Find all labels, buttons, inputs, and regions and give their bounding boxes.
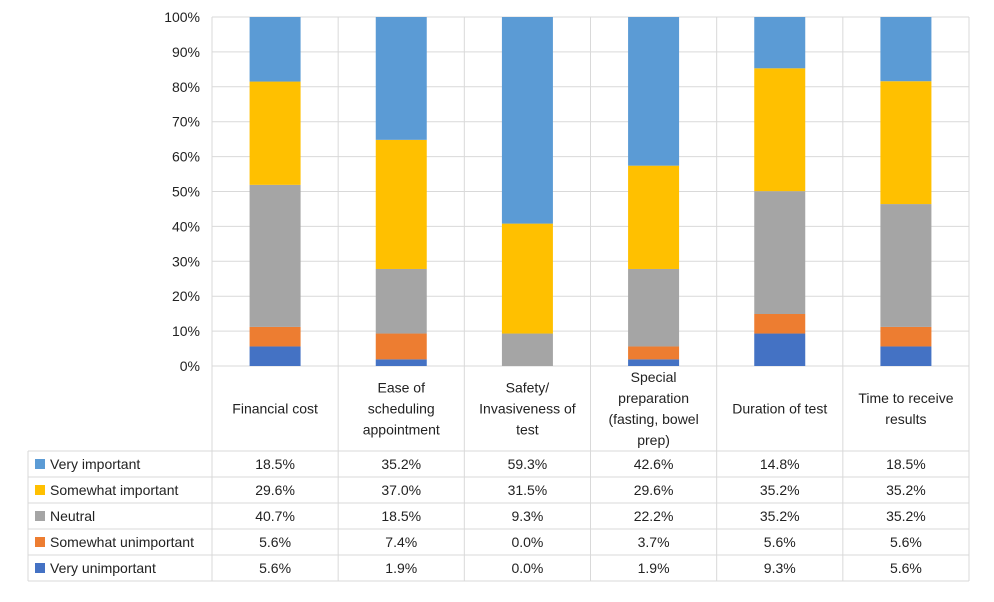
table-cell: 3.7%	[638, 534, 670, 550]
table-cell: 0.0%	[511, 534, 543, 550]
grid-layer	[27, 16, 970, 582]
table-cell: 35.2%	[760, 482, 800, 498]
category-label: Safety/	[506, 380, 550, 396]
y-tick-label: 80%	[172, 79, 200, 95]
bar-segment	[754, 68, 806, 192]
category-label: Time to receive	[858, 390, 953, 406]
bar-segment	[375, 333, 427, 360]
legend-label: Very unimportant	[50, 560, 156, 576]
y-tick-label: 70%	[172, 114, 200, 130]
table-cell: 9.3%	[511, 508, 543, 524]
bar-segment	[754, 191, 806, 314]
category-label: Special	[631, 369, 677, 385]
bar-segment	[628, 346, 680, 360]
table-cell: 0.0%	[511, 560, 543, 576]
bar-segment	[880, 326, 932, 347]
bar-segment	[628, 17, 680, 166]
bar-segment	[754, 313, 806, 334]
y-tick-label: 40%	[172, 218, 200, 234]
y-tick-label: 90%	[172, 44, 200, 60]
legend-label: Somewhat important	[50, 482, 179, 498]
table-cell: 35.2%	[886, 508, 926, 524]
table-cell: 5.6%	[259, 534, 291, 550]
category-label: results	[885, 411, 926, 427]
category-label: preparation	[618, 390, 689, 406]
bar-layer	[249, 17, 932, 366]
table-cell: 18.5%	[886, 456, 926, 472]
table-cell: 29.6%	[255, 482, 295, 498]
bar-segment	[375, 139, 427, 269]
bar-segment	[249, 81, 301, 185]
category-label: prep)	[637, 432, 670, 448]
bar-segment	[628, 359, 680, 366]
y-tick-label: 60%	[172, 149, 200, 165]
bar-segment	[501, 333, 553, 366]
table-cell: 31.5%	[508, 482, 548, 498]
category-label: scheduling	[368, 401, 435, 417]
legend-key	[35, 459, 45, 469]
category-label: Ease of	[378, 380, 426, 396]
table-cell: 29.6%	[634, 482, 674, 498]
category-label: Financial cost	[232, 401, 318, 417]
y-tick-label: 50%	[172, 184, 200, 200]
bar-segment	[880, 81, 932, 205]
category-label: Invasiveness of	[479, 401, 576, 417]
bar-segment	[754, 333, 806, 366]
legend-key	[35, 485, 45, 495]
table-cell: 35.2%	[760, 508, 800, 524]
table-cell: 7.4%	[385, 534, 417, 550]
y-tick-label: 100%	[164, 9, 200, 25]
bar-segment	[501, 223, 553, 334]
bar-segment	[375, 359, 427, 366]
bar-segment	[249, 346, 301, 366]
table-cell: 14.8%	[760, 456, 800, 472]
bar-segment	[249, 184, 301, 327]
table-cell: 59.3%	[508, 456, 548, 472]
category-label: (fasting, bowel	[608, 411, 698, 427]
table-cell: 35.2%	[886, 482, 926, 498]
table-cell: 1.9%	[385, 560, 417, 576]
legend-key	[35, 563, 45, 573]
legend-key	[35, 537, 45, 547]
y-tick-label: 10%	[172, 323, 200, 339]
category-label: Duration of test	[732, 401, 827, 417]
bar-segment	[501, 17, 553, 224]
table-cell: 37.0%	[381, 482, 421, 498]
bar-segment	[375, 268, 427, 334]
table-cell: 9.3%	[764, 560, 796, 576]
table-cell: 1.9%	[638, 560, 670, 576]
table-cell: 5.6%	[890, 534, 922, 550]
data-table: Very important 18.5% 35.2% 59.3% 42.6% 14.8% 1…	[35, 456, 926, 576]
table-cell: 5.6%	[259, 560, 291, 576]
legend-key	[35, 511, 45, 521]
y-tick-label: 0%	[180, 358, 200, 374]
legend-label: Somewhat unimportant	[50, 534, 194, 550]
table-cell: 5.6%	[890, 560, 922, 576]
bar-segment	[375, 17, 427, 140]
bar-segment	[249, 326, 301, 347]
category-label: test	[516, 422, 539, 438]
bar-segment	[880, 346, 932, 366]
bar-segment	[754, 17, 806, 69]
label-layer: 0% 10% 20% 30% 40% 50% 60% 70% 80% 90% 100% Financi…	[164, 9, 954, 448]
bar-segment	[880, 204, 932, 327]
legend-label: Very important	[50, 456, 140, 472]
table-cell: 5.6%	[764, 534, 796, 550]
category-label: appointment	[363, 422, 440, 438]
table-cell: 18.5%	[381, 508, 421, 524]
bar-segment	[249, 17, 301, 82]
table-cell: 42.6%	[634, 456, 674, 472]
legend-label: Neutral	[50, 508, 95, 524]
bar-segment	[628, 165, 680, 269]
table-cell: 18.5%	[255, 456, 295, 472]
table-cell: 40.7%	[255, 508, 295, 524]
table-cell: 35.2%	[381, 456, 421, 472]
y-tick-label: 30%	[172, 253, 200, 269]
y-tick-label: 20%	[172, 288, 200, 304]
bar-segment	[628, 268, 680, 347]
table-cell: 22.2%	[634, 508, 674, 524]
bar-segment	[880, 17, 932, 82]
